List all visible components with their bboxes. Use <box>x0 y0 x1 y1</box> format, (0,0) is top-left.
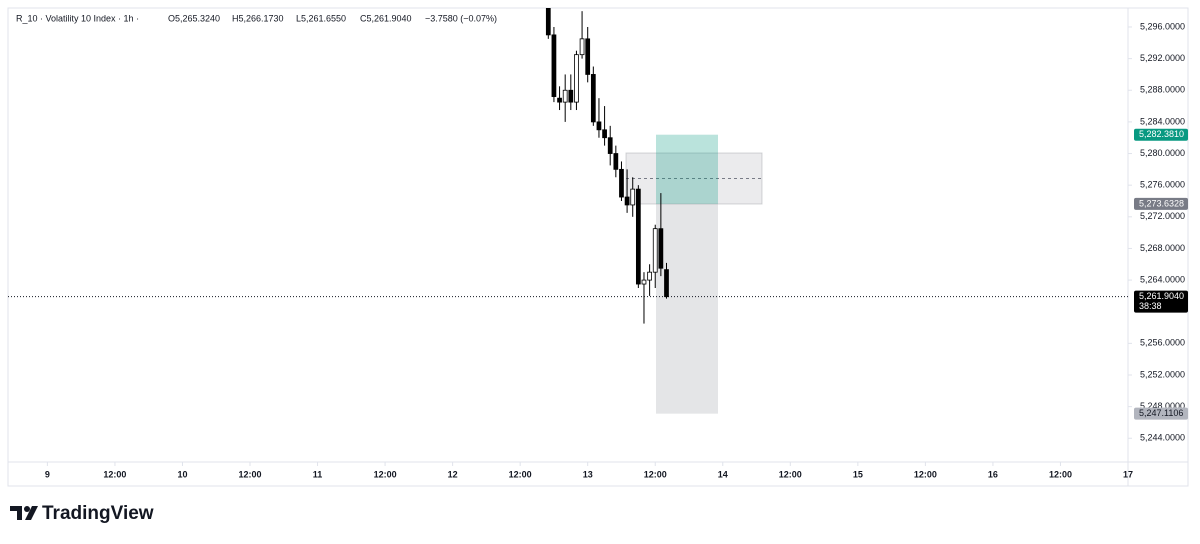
ohlc-close: C5,261.9040 <box>360 13 412 23</box>
price-badge-label: 5,261.9040 <box>1139 291 1184 301</box>
y-tick-label: 5,268.0000 <box>1140 243 1185 253</box>
x-tick-label: 17 <box>1123 469 1133 479</box>
x-tick-label: 16 <box>988 469 998 479</box>
x-tick-label: 12:00 <box>644 469 667 479</box>
candle-body <box>664 269 669 298</box>
ohlc-low: L5,261.6550 <box>296 13 346 23</box>
x-tick-label: 14 <box>718 469 728 479</box>
price-badge-label: 5,282.3810 <box>1139 129 1184 139</box>
symbol: R_10 · Volatility 10 Index · 1h · <box>16 13 139 23</box>
candle-body <box>647 271 652 281</box>
candle-body <box>635 188 641 285</box>
ohlc-high: H5,266.1730 <box>232 13 284 23</box>
y-tick-label: 5,280.0000 <box>1140 148 1185 158</box>
candle-body <box>652 228 658 273</box>
candle-body <box>624 196 630 206</box>
candle-body <box>585 38 591 75</box>
candle-body <box>551 34 557 97</box>
plot <box>8 8 1128 414</box>
candle-body <box>557 97 562 103</box>
y-tick-label: 5,276.0000 <box>1140 180 1185 190</box>
y-tick-label: 5,288.0000 <box>1140 85 1185 95</box>
ohlc-change: −3.7580 (−0.07%) <box>425 13 497 23</box>
countdown: 38:38 <box>1139 301 1162 311</box>
price-badge <box>1134 290 1188 313</box>
price-badge <box>1134 197 1188 210</box>
candle-body <box>574 54 579 103</box>
logo: TradingView <box>10 503 154 524</box>
price-badge <box>1134 128 1188 141</box>
x-tick-label: 10 <box>177 469 187 479</box>
y-tick-label: 5,252.0000 <box>1140 369 1185 379</box>
y-tick-label: 5,272.0000 <box>1140 211 1185 221</box>
x-tick-label: 12 <box>448 469 458 479</box>
target-zone <box>656 134 718 204</box>
y-tick-label: 5,264.0000 <box>1140 274 1185 284</box>
candle-body <box>545 8 551 36</box>
y-tick-label: 5,256.0000 <box>1140 338 1185 348</box>
axes: 5,296.0000 5,292.0000 5,288.0000 5,284.0000… <box>45 21 1188 479</box>
y-tick-label: 5,296.0000 <box>1140 21 1185 31</box>
x-tick-label: 12:00 <box>103 469 126 479</box>
y-tick-label: 5,292.0000 <box>1140 53 1185 63</box>
y-tick-label: 5,244.0000 <box>1140 433 1185 443</box>
y-tick-label: 5,284.0000 <box>1140 116 1185 126</box>
candle-body <box>562 89 568 103</box>
x-tick-label: 12:00 <box>374 469 397 479</box>
x-tick-label: 12:00 <box>779 469 802 479</box>
brand: TradingView <box>42 503 154 524</box>
candle-body <box>641 279 647 285</box>
candle-body <box>658 228 664 269</box>
x-tick-label: 13 <box>583 469 593 479</box>
x-tick-label: 12:00 <box>1049 469 1072 479</box>
candle-body <box>630 188 636 206</box>
chart-frame <box>7 7 1189 487</box>
candle-body <box>596 121 602 131</box>
stop-zone <box>656 203 718 414</box>
candle-body <box>619 168 624 198</box>
price-badge-label: 5,247.1106 <box>1139 408 1183 418</box>
candle-body <box>579 38 585 56</box>
x-tick-label: 12:00 <box>509 469 532 479</box>
y-tick-label: 5,248.0000 <box>1140 401 1185 411</box>
x-tick-label: 9 <box>45 469 50 479</box>
ohlc-open: O5,265.3240 <box>168 13 220 23</box>
price-badge <box>1134 407 1188 420</box>
candle-body <box>590 74 596 123</box>
x-tick-label: 15 <box>853 469 863 479</box>
x-tick-label: 11 <box>313 469 323 479</box>
price-badge-label: 5,273.6328 <box>1139 198 1184 208</box>
candle-body <box>613 153 619 170</box>
candle-body <box>602 129 607 139</box>
x-tick-label: 12:00 <box>238 469 261 479</box>
candle-body <box>607 137 613 154</box>
candle-body <box>568 89 574 103</box>
x-tick-label: 12:00 <box>914 469 937 479</box>
